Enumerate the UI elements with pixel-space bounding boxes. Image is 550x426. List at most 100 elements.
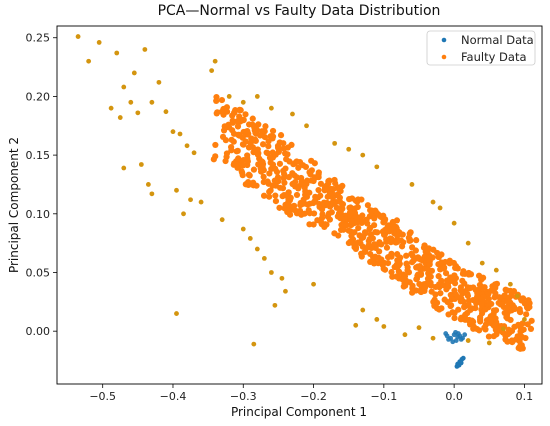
faulty-data-point xyxy=(268,105,274,111)
faulty-data-point xyxy=(235,155,242,162)
faulty-data-point xyxy=(245,178,252,186)
faulty-data-point xyxy=(414,271,422,278)
faulty-data-point xyxy=(384,223,391,230)
faulty-data-point xyxy=(357,215,364,222)
faulty-data-point xyxy=(523,311,530,318)
faulty-data-point xyxy=(428,267,436,274)
faulty-data-point xyxy=(135,110,141,116)
faulty-data-point xyxy=(346,146,352,152)
faulty-data-point xyxy=(427,273,434,280)
faulty-data-point xyxy=(276,204,283,211)
faulty-data-point xyxy=(225,121,232,128)
faulty-data-point xyxy=(259,141,267,148)
faulty-data-point xyxy=(459,270,467,277)
faulty-data-point xyxy=(451,314,458,322)
faulty-data-point xyxy=(394,251,401,258)
faulty-data-point xyxy=(315,174,322,181)
normal-data-point xyxy=(453,329,458,335)
faulty-data-point xyxy=(508,337,515,344)
faulty-data-point xyxy=(437,290,444,297)
faulty-data-point xyxy=(374,164,380,170)
legend-box xyxy=(426,30,536,66)
faulty-data-point xyxy=(527,325,535,332)
faulty-data-point xyxy=(174,311,179,316)
faulty-data-point xyxy=(383,244,391,251)
faulty-data-point xyxy=(300,196,307,203)
faulty-data-point xyxy=(228,147,235,154)
faulty-data-point xyxy=(409,282,416,289)
faulty-data-point xyxy=(279,193,286,200)
y-axis: 0.00 0.05 0.10 0.15 0.20 0.25 xyxy=(26,32,57,338)
faulty-data-point xyxy=(255,121,262,128)
y-tick-label: 0.10 xyxy=(26,208,51,221)
faulty-data-point xyxy=(269,127,277,135)
faulty-data-point xyxy=(272,192,279,199)
faulty-data-point xyxy=(285,174,293,181)
faulty-data-point xyxy=(503,314,510,321)
faulty-data-point xyxy=(525,297,532,304)
plot-area xyxy=(75,34,535,369)
faulty-data-point xyxy=(455,306,462,313)
faulty-data-point xyxy=(292,178,299,186)
faulty-data-point xyxy=(526,303,533,311)
faulty-data-point xyxy=(280,167,287,174)
faulty-data-point xyxy=(407,237,414,244)
faulty-data-point xyxy=(138,162,144,167)
faulty-data-point xyxy=(348,217,355,225)
faulty-data-point xyxy=(258,157,265,165)
faulty-data-point xyxy=(295,185,302,192)
faulty-data-point xyxy=(214,109,221,116)
faulty-data-point xyxy=(244,128,251,135)
faulty-data-point xyxy=(226,94,232,99)
faulty-data-point xyxy=(430,298,437,306)
faulty-data-point xyxy=(380,219,387,226)
x-tick-label: −0.1 xyxy=(370,390,397,403)
faulty-data-point xyxy=(263,149,270,156)
faulty-data-point xyxy=(355,224,362,232)
faulty-data-point xyxy=(253,126,261,134)
faulty-data-point xyxy=(517,344,524,351)
faulty-data-point xyxy=(198,199,204,205)
faulty-data-point xyxy=(408,259,416,266)
faulty-data-point xyxy=(327,185,335,193)
faulty-data-point xyxy=(492,290,499,297)
faulty-data-point xyxy=(416,325,422,331)
faulty-data-point xyxy=(318,214,326,221)
faulty-data-point xyxy=(218,96,226,104)
faulty-data-point xyxy=(245,171,253,178)
faulty-data-point xyxy=(507,281,513,287)
normal-data-point xyxy=(460,335,465,341)
faulty-data-point xyxy=(516,308,523,315)
faulty-data-point xyxy=(242,111,249,118)
faulty-data-point xyxy=(435,273,442,280)
faulty-data-point xyxy=(108,105,114,111)
faulty-data-point xyxy=(442,270,450,277)
faulty-data-point xyxy=(170,129,176,135)
faulty-data-point xyxy=(367,224,374,232)
faulty-data-point xyxy=(482,306,489,313)
faulty-data-point xyxy=(293,191,301,199)
faulty-data-point xyxy=(332,180,339,187)
faulty-data-point xyxy=(156,79,162,85)
legend-faulty-marker xyxy=(441,54,447,60)
faulty-data-point xyxy=(338,183,345,190)
faulty-data-point xyxy=(131,70,137,76)
faulty-data-point xyxy=(436,306,443,313)
faulty-data-point xyxy=(361,229,369,236)
faulty-data-point xyxy=(368,244,375,252)
faulty-data-point xyxy=(142,47,148,52)
normal-data-point xyxy=(446,336,451,342)
faulty-data-point xyxy=(298,174,305,182)
faulty-data-point xyxy=(465,338,471,343)
faulty-data-point xyxy=(390,222,397,229)
faulty-data-point xyxy=(325,210,333,217)
faulty-data-point xyxy=(377,213,384,220)
normal-data-point xyxy=(461,355,466,361)
faulty-data-point xyxy=(381,324,387,329)
faulty-data-point xyxy=(306,221,313,228)
faulty-data-point xyxy=(219,217,225,223)
y-axis-label: Principal Component 2 xyxy=(7,137,21,273)
faulty-data-point xyxy=(499,301,506,308)
faulty-data-point xyxy=(416,280,423,288)
